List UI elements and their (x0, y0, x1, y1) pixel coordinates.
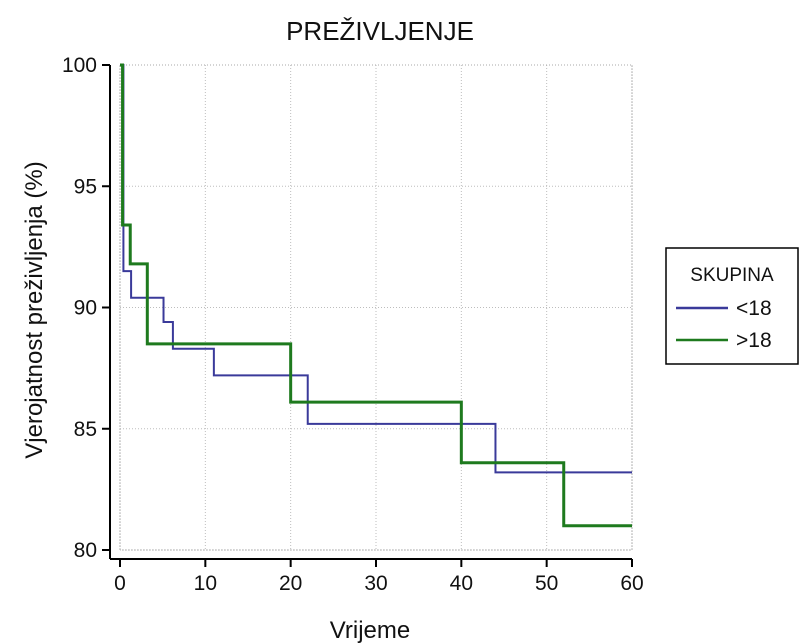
y-tick-label: 90 (74, 297, 97, 320)
x-tick-label: 10 (194, 572, 217, 595)
legend-box (665, 247, 799, 365)
legend-label-1: <18 (736, 297, 772, 320)
chart-title: PREŽIVLJENJE (286, 16, 474, 46)
x-tick-label: 30 (364, 572, 387, 595)
grid (119, 64, 633, 551)
x-axis-label: Vrijeme (330, 617, 410, 644)
x-tick-label: 50 (535, 572, 558, 595)
legend-entries: <18>18 (676, 297, 772, 352)
series-line-1 (120, 64, 632, 474)
plot-frame (119, 64, 633, 551)
y-tick-label: 80 (74, 539, 97, 562)
series-line-2 (120, 63, 632, 528)
x-tick-label: 40 (450, 572, 473, 595)
legend-label-2: >18 (736, 329, 772, 352)
x-tick-label: 0 (114, 572, 126, 595)
y-tick-label: 100 (62, 54, 97, 77)
series-layer (120, 63, 632, 528)
y-ticks: 80 85 90 95 100 (62, 54, 110, 562)
x-ticks: 0 10 20 30 40 50 60 (114, 559, 644, 595)
x-tick-label: 20 (279, 572, 302, 595)
legend: SKUPINA <18>18 (665, 247, 799, 365)
y-tick-label: 85 (74, 418, 97, 441)
x-tick-label: 60 (620, 572, 643, 595)
y-axis-label: Vjerojatnost preživljenja (%) (21, 161, 48, 458)
y-tick-label: 95 (74, 175, 97, 198)
legend-title: SKUPINA (690, 265, 774, 286)
